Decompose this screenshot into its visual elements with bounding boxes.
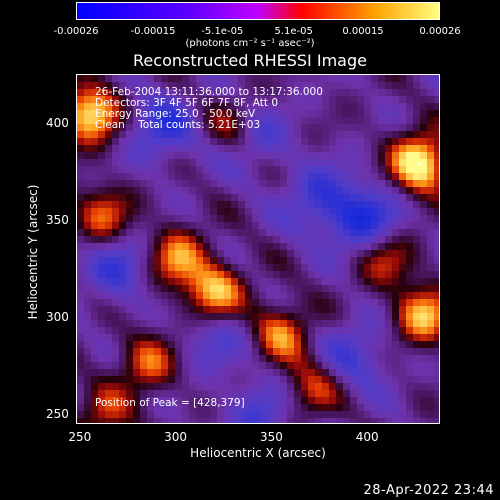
energy-range-text: Energy Range: 25.0 - 50.0 keV (95, 108, 256, 120)
time-range-text: 26-Feb-2004 13:11:36.000 to 13:17:36.000 (95, 86, 323, 98)
clean-counts-text: Clean Total counts: 5.21E+03 (95, 119, 261, 131)
colorbar-tick-label: 0.00015 (342, 26, 384, 37)
colorbar-tick-label: -0.00015 (130, 26, 176, 37)
y-axis-label: Heliocentric Y (arcsec) (26, 184, 40, 320)
colorbar-gradient (77, 3, 439, 19)
peak-marker (417, 161, 422, 166)
colorbar-tick-label: 0.00026 (419, 26, 461, 37)
x-tick-label: 250 (68, 430, 92, 444)
chart-title: Reconstructed RHESSI Image (133, 51, 367, 70)
x-tick-label: 400 (355, 430, 379, 444)
x-tick-label: 300 (164, 430, 188, 444)
x-axis-label: Heliocentric X (arcsec) (190, 446, 326, 460)
y-tick-label: 400 (46, 115, 69, 130)
peak-position-text: Position of Peak = [428,379] (95, 397, 245, 409)
heatmap-cells (77, 75, 439, 423)
colorbar (76, 2, 440, 20)
y-tick-label: 300 (46, 310, 69, 325)
colorbar-units: (photons cm⁻² s⁻¹ asec⁻²) (185, 38, 315, 49)
colorbar-tick-label: -0.00026 (53, 26, 99, 37)
detectors-text: Detectors: 3F 4F 5F 6F 7F 8F, Att 0 (95, 97, 279, 109)
footer-timestamp: 28-Apr-2022 23:44 (363, 483, 494, 498)
y-tick-label: 250 (46, 407, 69, 422)
heatmap-image (77, 75, 439, 423)
colorbar-tick-label: 5.1e-05 (274, 26, 313, 37)
image-plot-area: 26-Feb-2004 13:11:36.000 to 13:17:36.000… (76, 74, 440, 424)
colorbar-tick-labels: -0.00026 -0.00015 -5.1e-05 5.1e-05 0.00015 0.… (0, 26, 500, 38)
y-tick-label: 350 (46, 212, 69, 227)
x-tick-label: 350 (259, 430, 283, 444)
colorbar-tick-label: -5.1e-05 (201, 26, 244, 37)
